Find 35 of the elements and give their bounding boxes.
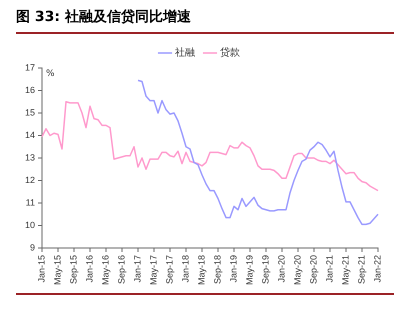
x-tick-label: May-16	[100, 254, 110, 286]
x-tick-label: Jan-21	[324, 254, 334, 283]
y-tick-label: 9	[30, 242, 36, 252]
x-tick-label: Sep-16	[116, 254, 126, 284]
x-tick-label: Jan-22	[372, 254, 382, 283]
legend-label: 贷款	[220, 46, 240, 59]
x-tick-label: May-21	[340, 254, 350, 286]
x-tick-label: Jan-15	[36, 254, 46, 283]
y-tick-label: 16	[24, 84, 36, 95]
x-tick-label: Sep-18	[212, 254, 222, 284]
x-tick-label: May-15	[52, 254, 62, 286]
y-tick-label: 14	[24, 130, 36, 140]
y-tick-label: 11	[26, 197, 36, 208]
y-tick-label: 15	[24, 107, 36, 118]
x-tick-label: May-17	[148, 254, 158, 286]
x-tick-label: Jan-17	[132, 254, 142, 283]
x-tick-label: May-19	[244, 254, 254, 286]
y-tick-label: 10	[24, 220, 36, 230]
y-tick-label: 12	[24, 174, 36, 185]
x-tick-label: Sep-19	[260, 254, 270, 284]
y-tick-label: 17	[24, 62, 36, 72]
x-tick-label: Jan-18	[180, 254, 190, 283]
x-tick-label: May-18	[196, 254, 206, 286]
x-tick-label: Sep-15	[68, 254, 78, 284]
x-tick-label: Jan-16	[84, 254, 94, 283]
chart-title: 图 33: 社融及信贷同比增速	[16, 8, 394, 34]
x-tick-label: Sep-17	[164, 254, 174, 284]
x-tick-label: Sep-21	[356, 254, 366, 284]
x-tick-label: May-20	[292, 254, 302, 286]
x-tick-label: Jan-20	[276, 254, 286, 283]
y-axis-title: %	[46, 68, 56, 79]
x-tick-label: Jan-19	[228, 254, 238, 283]
x-tick-label: Sep-20	[308, 254, 318, 284]
y-tick-label: 13	[24, 152, 36, 162]
legend-label: 社融	[175, 46, 195, 59]
